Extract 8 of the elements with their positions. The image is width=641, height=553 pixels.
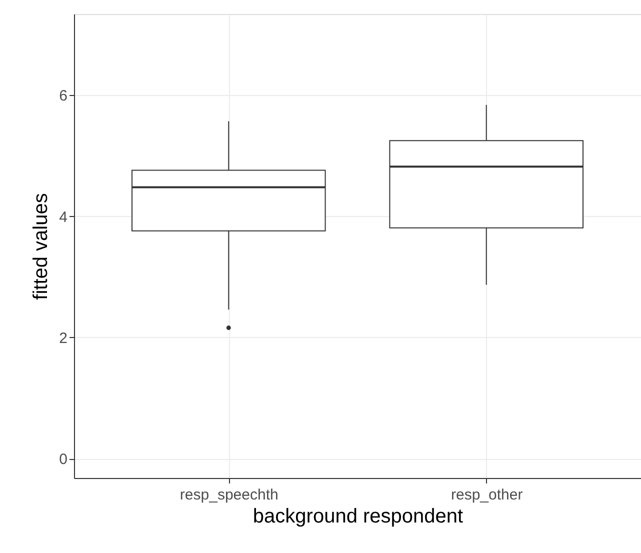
x-tick-label: resp_other xyxy=(451,486,523,504)
y-tick-label: 6 xyxy=(59,88,68,105)
y-tick-label: 2 xyxy=(59,330,68,347)
x-axis-title: background respondent xyxy=(252,506,464,528)
x-tick-label: resp_speechth xyxy=(180,486,278,504)
y-tick-label: 0 xyxy=(59,451,68,468)
y-axis-title: fitted values xyxy=(30,193,52,300)
y-tick-label: 4 xyxy=(59,208,68,226)
